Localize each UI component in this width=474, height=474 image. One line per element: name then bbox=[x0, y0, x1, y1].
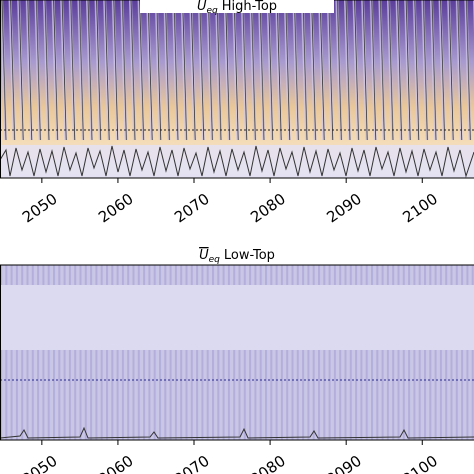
x-tick-label: 2070 bbox=[171, 452, 213, 474]
x-tick-label: 2090 bbox=[323, 452, 365, 474]
title-text: High-Top bbox=[222, 0, 277, 14]
x-tick-label: 2080 bbox=[247, 452, 289, 474]
x-tick-label: 2100 bbox=[399, 452, 441, 474]
x-tick-label: 2070 bbox=[171, 190, 213, 227]
x-tick-label: 2090 bbox=[323, 190, 365, 227]
panel-frame bbox=[0, 264, 474, 441]
panel-top: Ueq High-Top bbox=[0, 0, 474, 179]
title-bg bbox=[140, 0, 334, 13]
title-text: Low-Top bbox=[224, 248, 275, 263]
contour-line bbox=[0, 426, 474, 439]
contour-line bbox=[0, 145, 474, 178]
panel-title: Ueq High-Top bbox=[197, 0, 277, 16]
panel-title: Ueq Low-Top bbox=[199, 248, 275, 265]
panel-frame bbox=[0, 0, 474, 179]
title-symbol: U bbox=[197, 0, 207, 14]
x-tick-label: 2050 bbox=[19, 190, 61, 227]
x-tick-label: 2060 bbox=[95, 190, 137, 227]
x-tick-label: 2050 bbox=[19, 452, 61, 474]
title-subscript: eq bbox=[206, 6, 218, 16]
x-tick-label: 2080 bbox=[247, 190, 289, 227]
title-symbol: U bbox=[199, 248, 209, 263]
x-tick-label: 2060 bbox=[95, 452, 137, 474]
heatmap-field bbox=[0, 265, 474, 440]
panel-bottom: Ueq Low-Top bbox=[0, 248, 474, 441]
title-subscript: eq bbox=[209, 255, 221, 265]
x-tick-label: 2100 bbox=[399, 190, 441, 227]
